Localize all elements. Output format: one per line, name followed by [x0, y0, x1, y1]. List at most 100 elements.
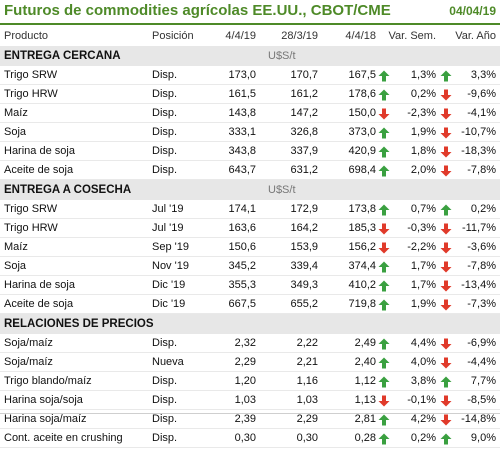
cell-var-sem: 2,0%: [410, 164, 436, 176]
table-row: Trigo blando/maíz Disp. 1,20 1,16 1,12 3,8% 7,…: [0, 372, 500, 391]
report-date: 04/04/19: [449, 4, 496, 18]
arrow-up-icon: [440, 69, 452, 82]
cell-producto: Aceite de soja: [4, 298, 74, 310]
cell-var-anio: -10,7%: [461, 126, 496, 138]
cell-price-year: 698,4: [348, 164, 376, 176]
cell-posicion: Disp.: [152, 88, 178, 100]
arrow-down-icon: [440, 279, 452, 292]
arrow-up-icon: [440, 203, 452, 216]
arrow-down-icon: [440, 337, 452, 350]
column-header-row: Producto Posición 4/4/19 28/3/19 4/4/18 …: [0, 26, 500, 46]
table-row: Harina de soja Dic '19 355,3 349,3 410,2 1,7%…: [0, 276, 500, 295]
arrow-down-icon: [440, 298, 452, 311]
cell-var-anio: -13,4%: [461, 279, 496, 291]
table-row: Soja/maíz Disp. 2,32 2,22 2,49 4,4% -6,9%: [0, 334, 500, 353]
cell-var-anio: -3,6%: [467, 241, 496, 253]
cell-price-current: 667,5: [228, 298, 256, 310]
cell-posicion: Disp.: [152, 126, 178, 138]
table-row: Aceite de soja Dic '19 667,5 655,2 719,8 1,9%…: [0, 295, 500, 314]
cell-price-current: 150,6: [228, 241, 256, 253]
cell-posicion: Disp.: [152, 69, 178, 81]
arrow-up-icon: [378, 260, 390, 273]
cell-price-week: 1,03: [296, 394, 318, 406]
cell-price-year: 719,8: [348, 298, 376, 310]
cell-price-current: 345,2: [228, 260, 256, 272]
cell-posicion: Jul '19: [152, 222, 184, 234]
cell-price-current: 173,0: [228, 69, 256, 81]
cell-var-sem: 4,4%: [410, 337, 436, 349]
cell-var-sem: 4,0%: [410, 356, 436, 368]
cell-price-week: 631,2: [290, 164, 318, 176]
cell-price-week: 164,2: [290, 222, 318, 234]
cell-price-year: 373,0: [348, 126, 376, 138]
table-row: Harina de soja Disp. 343,8 337,9 420,9 1,8% -1…: [0, 142, 500, 161]
arrow-up-icon: [440, 432, 452, 445]
cell-var-anio: -11,7%: [461, 222, 496, 234]
section-unit: U$S/t: [268, 50, 296, 62]
arrow-up-icon: [378, 298, 390, 311]
cell-posicion: Disp.: [152, 107, 178, 119]
cell-price-year: 178,6: [348, 88, 376, 100]
cell-var-anio: -18,3%: [461, 145, 496, 157]
arrow-down-icon: [378, 107, 390, 120]
cell-price-current: 1,20: [234, 375, 256, 387]
cell-price-year: 1,13: [354, 394, 376, 406]
cell-var-anio: -7,8%: [467, 164, 496, 176]
table-bottom-rule: [0, 413, 500, 414]
cell-price-year: 156,2: [348, 241, 376, 253]
table-row: Trigo SRW Disp. 173,0 170,7 167,5 1,3% 3,3%: [0, 66, 500, 85]
cell-producto: Harina de soja: [4, 145, 75, 157]
cell-price-current: 161,5: [228, 88, 256, 100]
cell-price-week: 170,7: [290, 69, 318, 81]
cell-posicion: Nov '19: [152, 260, 189, 272]
cell-var-sem: 1,7%: [410, 279, 436, 291]
cell-var-sem: -2,3%: [407, 107, 436, 119]
cell-price-year: 2,49: [354, 337, 376, 349]
cell-price-week: 349,3: [290, 279, 318, 291]
cell-var-sem: 1,3%: [410, 69, 436, 81]
arrow-down-icon: [440, 356, 452, 369]
cell-producto: Trigo HRW: [4, 88, 58, 100]
section-title: ENTREGA CERCANA: [4, 50, 121, 62]
cell-price-week: 2,22: [296, 337, 318, 349]
cell-price-week: 655,2: [290, 298, 318, 310]
cell-posicion: Jul '19: [152, 203, 184, 215]
arrow-down-icon: [440, 88, 452, 101]
cell-price-current: 0,30: [234, 432, 256, 444]
cell-var-sem: -0,1%: [407, 394, 436, 406]
cell-producto: Harina de soja: [4, 279, 75, 291]
arrow-down-icon: [440, 126, 452, 139]
cell-price-year: 185,3: [348, 222, 376, 234]
arrow-down-icon: [378, 394, 390, 407]
cell-posicion: Disp.: [152, 164, 178, 176]
col-header-date-current: 4/4/19: [225, 30, 256, 42]
col-header-var-sem: Var. Sem.: [388, 30, 436, 42]
cell-var-sem: 0,7%: [410, 203, 436, 215]
cell-price-week: 339,4: [290, 260, 318, 272]
cell-var-anio: 7,7%: [470, 375, 496, 387]
cell-price-week: 161,2: [290, 88, 318, 100]
cell-producto: Aceite de soja: [4, 164, 74, 176]
cell-var-anio: -9,6%: [467, 88, 496, 100]
section-header: RELACIONES DE PRECIOS: [0, 314, 500, 334]
arrow-down-icon: [440, 164, 452, 177]
cell-price-year: 173,8: [348, 203, 376, 215]
cell-price-current: 2,32: [234, 337, 256, 349]
cell-var-sem: 1,9%: [410, 126, 436, 138]
arrow-down-icon: [378, 241, 390, 254]
cell-price-week: 147,2: [290, 107, 318, 119]
cell-producto: Soja: [4, 126, 27, 138]
cell-var-anio: -7,3%: [467, 298, 496, 310]
cell-price-year: 374,4: [348, 260, 376, 272]
cell-var-anio: -8,5%: [467, 394, 496, 406]
arrow-up-icon: [378, 432, 390, 445]
arrow-down-icon: [440, 241, 452, 254]
cell-price-year: 420,9: [348, 145, 376, 157]
cell-var-sem: 0,2%: [410, 88, 436, 100]
cell-producto: Maíz: [4, 241, 28, 253]
cell-price-current: 143,8: [228, 107, 256, 119]
col-header-posicion: Posición: [152, 30, 194, 42]
cell-producto: Maíz: [4, 107, 28, 119]
cell-price-year: 150,0: [348, 107, 376, 119]
